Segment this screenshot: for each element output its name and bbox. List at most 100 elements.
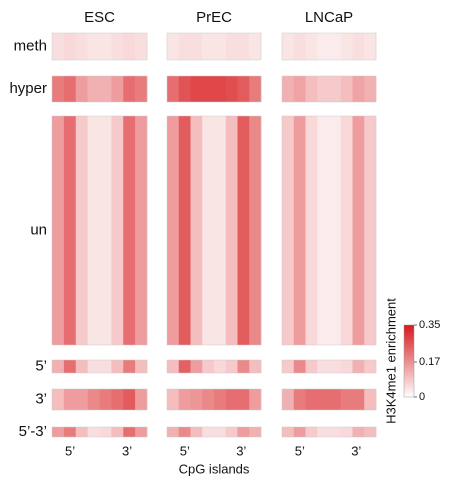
panel-frame <box>166 426 262 438</box>
panel-frame <box>51 359 148 374</box>
heat-cell <box>237 116 250 345</box>
x-axis-label: CpG islands <box>179 461 250 476</box>
heat-cell <box>282 427 295 437</box>
heat-cell <box>52 360 65 373</box>
heat-cell <box>178 360 191 373</box>
heat-cell <box>75 427 88 437</box>
x-tick-label: 5’ <box>180 443 190 458</box>
heat-cell <box>75 76 88 102</box>
heat-cell <box>123 76 136 102</box>
heat-cell <box>167 360 180 373</box>
row-label: hyper <box>9 80 47 97</box>
x-tick-label: 3’ <box>351 443 361 458</box>
heat-cell <box>87 116 100 345</box>
heat-cell <box>52 76 65 102</box>
heat-cell <box>249 33 262 60</box>
heat-cell <box>63 33 77 60</box>
heat-cell <box>237 76 250 102</box>
panel-frame <box>51 388 148 411</box>
heat-cell <box>352 76 365 102</box>
heat-cell <box>111 33 124 60</box>
heat-cell <box>305 360 318 373</box>
heat-cell <box>225 427 238 437</box>
colorbar-tick-label: 0.35 <box>419 319 440 331</box>
panel-frame <box>281 426 377 438</box>
row-label: meth <box>14 37 47 54</box>
panel-frame <box>281 75 377 103</box>
heat-cell <box>293 360 306 373</box>
heat-cell <box>305 427 318 437</box>
heat-cell <box>340 389 353 410</box>
heat-cell <box>317 427 330 437</box>
heat-cell <box>237 427 250 437</box>
heat-cell <box>99 389 112 410</box>
heat-cell <box>111 360 124 373</box>
heat-cell <box>282 33 295 60</box>
heat-cell <box>293 116 306 345</box>
x-tick-label: 3’ <box>122 443 132 458</box>
heat-cell <box>352 360 365 373</box>
heat-cell <box>111 427 124 437</box>
panel-frame <box>166 388 262 411</box>
heat-cell <box>87 33 100 60</box>
heat-cell <box>249 76 262 102</box>
heat-cell <box>317 389 330 410</box>
heat-cell <box>123 33 136 60</box>
heat-cell <box>340 427 353 437</box>
heat-cell <box>214 76 227 102</box>
heat-cell <box>123 427 136 437</box>
heat-cell <box>135 33 148 60</box>
panel-frame <box>281 359 377 374</box>
heat-cell <box>305 33 318 60</box>
panel-frame <box>51 75 148 103</box>
row-label: 5’-3’ <box>19 423 47 440</box>
heat-cell <box>52 33 65 60</box>
heat-cell <box>214 389 227 410</box>
heat-cell <box>364 116 377 345</box>
heat-cell <box>237 33 250 60</box>
heat-cell <box>305 389 318 410</box>
heat-cell <box>352 116 365 345</box>
heat-cell <box>52 427 65 437</box>
heat-cell <box>99 76 112 102</box>
heat-cell <box>202 360 215 373</box>
heat-cell <box>329 389 342 410</box>
heat-cell <box>249 389 262 410</box>
colorbar <box>403 324 415 398</box>
panel-frame <box>51 426 148 438</box>
heat-cell <box>329 33 342 60</box>
heat-cell <box>237 360 250 373</box>
heat-cell <box>293 76 306 102</box>
heat-cell <box>214 360 227 373</box>
row-label: 3’ <box>35 390 47 407</box>
heat-cell <box>317 116 330 345</box>
heat-cell <box>87 76 100 102</box>
heat-cell <box>123 360 136 373</box>
heat-cell <box>249 116 262 345</box>
heat-cell <box>167 76 180 102</box>
heat-cell <box>293 33 306 60</box>
heat-cell <box>214 33 227 60</box>
heat-cell <box>167 389 180 410</box>
column-label: ESC <box>84 9 115 26</box>
heat-cell <box>214 427 227 437</box>
heat-cell <box>63 76 77 102</box>
heat-cell <box>75 360 88 373</box>
panel-frame <box>51 32 148 61</box>
heat-cell <box>329 360 342 373</box>
heat-cell <box>352 389 365 410</box>
panel-frame <box>281 115 377 346</box>
heat-cell <box>135 116 148 345</box>
heat-cell <box>87 360 100 373</box>
heat-cell <box>135 360 148 373</box>
heat-cell <box>340 33 353 60</box>
heat-cell <box>293 427 306 437</box>
heat-cell <box>329 427 342 437</box>
heat-cell <box>352 427 365 437</box>
heat-cell <box>202 33 215 60</box>
heat-cell <box>167 427 180 437</box>
panel-frame <box>51 115 148 346</box>
heat-cell <box>293 389 306 410</box>
heat-cell <box>167 116 180 345</box>
